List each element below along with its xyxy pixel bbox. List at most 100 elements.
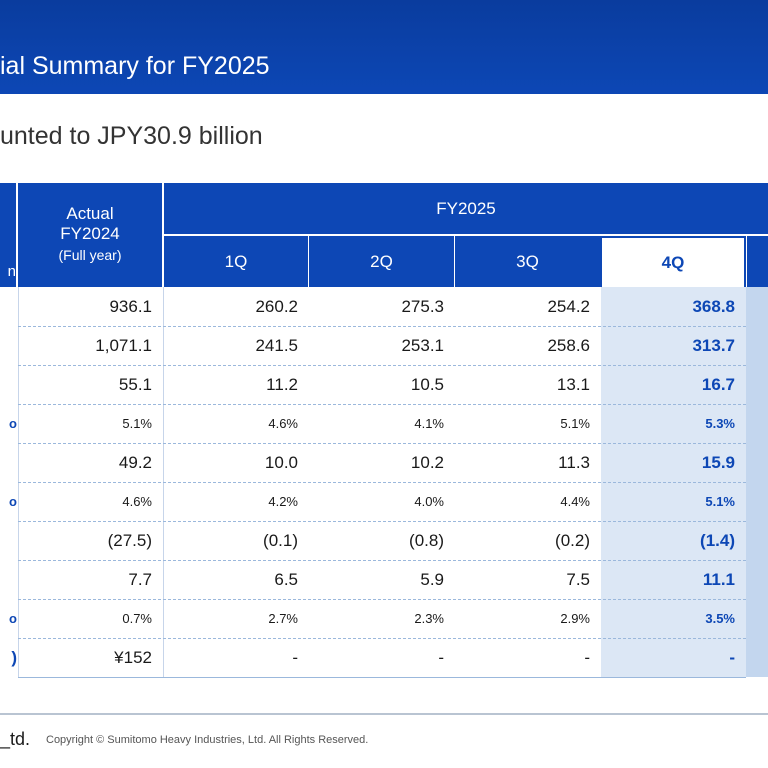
cell-actual-fy2024: (27.5) [18,521,164,560]
table-row: o 0.7% 2.7% 2.3% 2.9% 3.5% [0,599,768,638]
cell-3q: 13.1 [556,374,590,394]
actual-header-line1: Actual [66,204,114,223]
row-label-fragment: o [9,494,17,509]
cell-1q: - [292,647,298,667]
cell-1q: 10.0 [264,452,298,472]
next-column-edge [746,443,768,482]
cell-actual-fy2024: 7.7 [18,560,164,599]
cell-3q: (0.2) [555,530,590,550]
cell-1q: 2.7% [268,611,298,626]
cell-3q: 254.2 [547,296,590,316]
cell-actual-fy2024: 5.1% [18,404,164,443]
cell-4q: 313.7 [601,326,746,365]
cell-actual-fy2024: 4.6% [18,482,164,521]
cell-3q: 2.9% [560,611,590,626]
fy2025-group-header: FY2025 [164,183,768,235]
cell-1q: 11.2 [266,374,298,394]
slide-subtitle: unted to JPY30.9 billion [0,122,263,150]
table-row: 1,071.1 241.5 253.1 258.6 313.7 [0,326,768,365]
cell-1q: 4.6% [268,416,298,431]
next-column-header-edge [746,236,768,287]
table-row: o 4.6% 4.2% 4.0% 4.4% 5.1% [0,482,768,521]
next-column-edge [746,560,768,599]
cell-3q: 4.4% [560,494,590,509]
cell-4q: (1.4) [601,521,746,560]
footer-divider [0,713,768,715]
cell-4q: 5.1% [601,482,746,521]
cell-4q: 368.8 [601,287,746,326]
row-label-fragment [0,443,17,482]
cell-4q: - [601,638,746,677]
row-divider [18,638,746,639]
next-column-edge [746,404,768,443]
cell-1q: 4.2% [268,494,298,509]
row-label-fragment: o [9,416,17,431]
row-divider [18,599,746,600]
table-row: 49.2 10.0 10.2 11.3 15.9 [0,443,768,482]
next-column-edge [746,599,768,638]
cell-4q: 16.7 [601,365,746,404]
table-row: 936.1 260.2 275.3 254.2 368.8 [0,287,768,326]
actual-header-line2: FY2024 [60,224,120,243]
row-label-fragment: ) [11,647,17,667]
actual-fy2024-header: Actual FY2024 (Full year) [18,183,163,287]
row-label-fragment [0,326,17,365]
cell-2q: 253.1 [401,335,444,355]
table-row: o 5.1% 4.6% 4.1% 5.1% 5.3% [0,404,768,443]
row-label-fragment [0,365,17,404]
next-column-edge [746,482,768,521]
cell-3q: 258.6 [547,335,590,355]
cell-4q: 3.5% [601,599,746,638]
cell-actual-fy2024: 1,071.1 [18,326,164,365]
title-band [0,0,768,94]
cell-1q: (0.1) [263,530,298,550]
cell-actual-fy2024: 0.7% [18,599,164,638]
cell-2q: 10.5 [410,374,444,394]
table-row: ) ¥152- - - - [0,638,768,677]
quarter-header-1q: 1Q [164,236,309,287]
cell-2q: 275.3 [401,296,444,316]
cell-2q: 10.2 [410,452,444,472]
cell-actual-fy2024: 49.2 [18,443,164,482]
cell-1q: 260.2 [255,296,298,316]
cell-3q: 7.5 [566,569,590,589]
table-row: 7.7 6.5 5.9 7.5 11.1 [0,560,768,599]
cell-actual-fy2024: ¥152 [18,638,164,677]
cell-1q: 6.5 [274,569,298,589]
table-bottom-border [18,677,746,678]
cell-2q: 4.1% [414,416,444,431]
cell-2q: 5.9 [420,569,444,589]
slide-title: ial Summary for FY2025 [0,52,270,80]
row-divider [18,521,746,522]
row-divider [18,443,746,444]
cell-2q: 4.0% [414,494,444,509]
row-divider [18,365,746,366]
row-divider [18,560,746,561]
cell-1q: 241.5 [255,335,298,355]
cell-2q: 2.3% [414,611,444,626]
next-column-edge [746,326,768,365]
next-column-edge [746,521,768,560]
row-divider [18,482,746,483]
cell-actual-fy2024: 55.1 [18,365,164,404]
next-column-edge [746,287,768,326]
next-column-edge [746,365,768,404]
actual-header-line3: (Full year) [58,247,122,263]
cell-4q: 15.9 [601,443,746,482]
cell-4q: 11.1 [601,560,746,599]
cell-2q: - [438,647,444,667]
quarter-header-2q: 2Q [309,236,455,287]
cell-2q: (0.8) [409,530,444,550]
row-label-fragment: o [9,611,17,626]
table-row: 55.1 11.2 10.5 13.1 16.7 [0,365,768,404]
row-label-fragment [0,521,17,560]
cell-3q: 11.3 [558,452,590,472]
row-label-fragment [0,560,17,599]
next-column-edge [746,638,768,677]
row-label-header: n [0,183,17,287]
row-divider [18,404,746,405]
cell-3q: - [584,647,590,667]
row-label-fragment [0,287,17,326]
company-logo-fragment: _td. [0,729,31,749]
cell-3q: 5.1% [560,416,590,431]
